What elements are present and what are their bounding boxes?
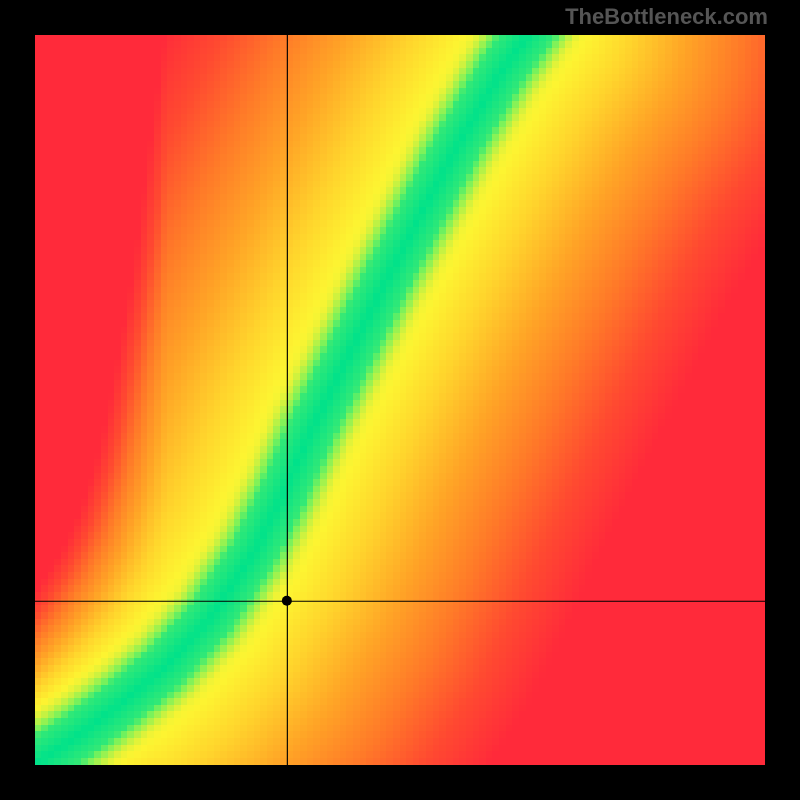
heatmap-plot — [35, 35, 765, 765]
watermark-text: TheBottleneck.com — [565, 4, 768, 30]
heatmap-canvas — [35, 35, 765, 765]
